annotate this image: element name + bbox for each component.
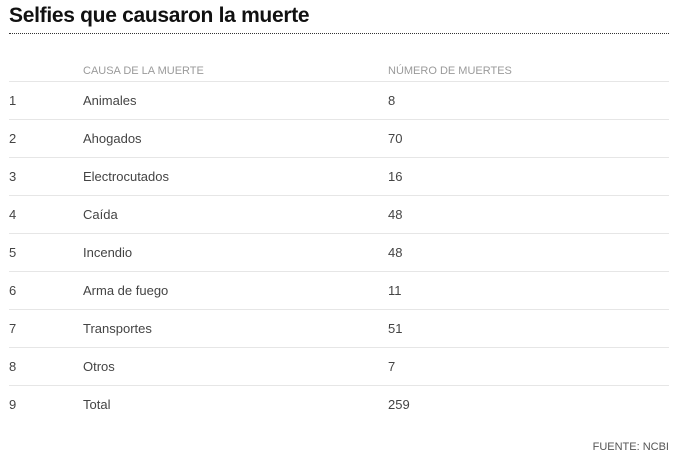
row-rank: 6 xyxy=(9,271,83,310)
row-rank: 9 xyxy=(9,397,17,412)
table-row: 2 Ahogados 70 xyxy=(9,119,669,158)
row-deaths: 16 xyxy=(388,157,669,196)
table-body: 1 Animales 8 2 Ahogados 70 3 Electrocutados 16 4 C… xyxy=(9,81,669,424)
table-row: 1 Animales 8 xyxy=(9,81,669,120)
row-deaths: 48 xyxy=(388,195,669,234)
table-row: 3 Electrocutados 16 xyxy=(9,157,669,196)
row-deaths: 259 xyxy=(388,397,410,412)
table-row: 5 Incendio 48 xyxy=(9,233,669,272)
table-row: 8 Otros 7 xyxy=(9,347,669,386)
row-cause: Caída xyxy=(83,195,388,234)
row-cause: Total xyxy=(83,397,111,412)
row-cause: Transportes xyxy=(83,309,388,348)
row-deaths: 8 xyxy=(388,81,669,120)
source-note: FUENTE: NCBI xyxy=(592,441,669,453)
column-header-rank xyxy=(9,61,83,82)
row-deaths: 70 xyxy=(388,119,669,158)
row-rank: 1 xyxy=(9,81,83,120)
table-row: 7 Transportes 51 xyxy=(9,309,669,348)
column-header-cause: CAUSA DE LA MUERTE xyxy=(83,61,388,82)
row-cause: Ahogados xyxy=(83,119,388,158)
row-cause: Arma de fuego xyxy=(83,271,388,310)
row-rank: 2 xyxy=(9,119,83,158)
row-rank: 5 xyxy=(9,233,83,272)
column-header-deaths: NÚMERO DE MUERTES xyxy=(388,61,669,82)
row-deaths: 7 xyxy=(388,347,669,386)
deaths-table: CAUSA DE LA MUERTE NÚMERO DE MUERTES 1 An… xyxy=(9,61,669,423)
table-row: 6 Arma de fuego 11 xyxy=(9,271,669,310)
row-cause: Electrocutados xyxy=(83,157,388,196)
table-row: 4 Caída 48 xyxy=(9,195,669,234)
table-header-row: CAUSA DE LA MUERTE NÚMERO DE MUERTES xyxy=(9,61,669,82)
row-deaths: 51 xyxy=(388,309,669,348)
row-rank: 3 xyxy=(9,157,83,196)
row-deaths: 11 xyxy=(388,271,669,310)
row-cause: Incendio xyxy=(83,233,388,272)
row-cause: Animales xyxy=(83,81,388,120)
row-deaths: 48 xyxy=(388,233,669,272)
row-rank: 7 xyxy=(9,309,83,348)
row-rank: 8 xyxy=(9,347,83,386)
row-cause: Otros xyxy=(83,347,388,386)
table-row: 9 Total 259 xyxy=(9,386,669,424)
chart-title: Selfies que causaron la muerte xyxy=(9,4,310,27)
title-divider xyxy=(9,33,669,34)
row-rank: 4 xyxy=(9,195,83,234)
